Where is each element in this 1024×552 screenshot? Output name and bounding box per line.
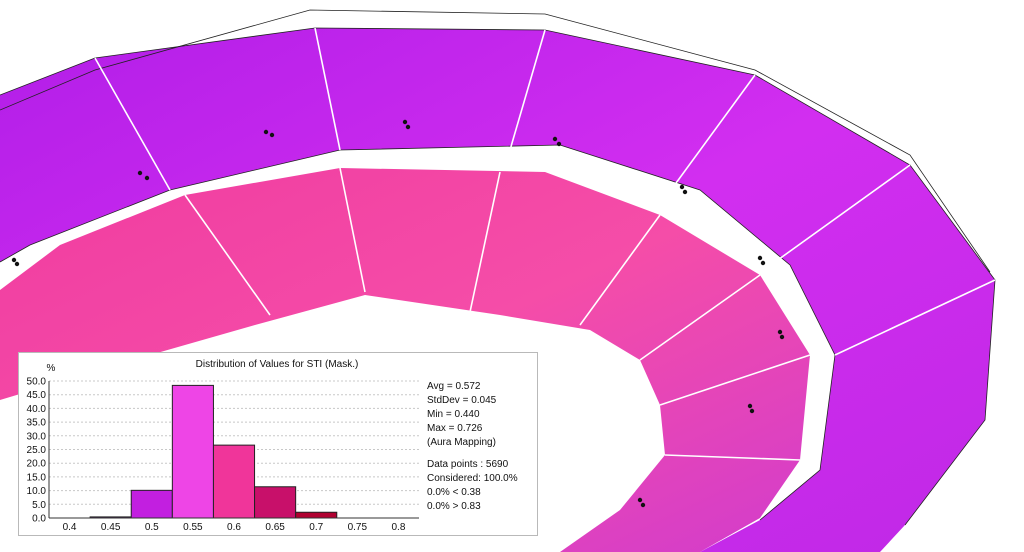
x-tick-label: 0.45 bbox=[101, 522, 121, 533]
stat-max: Max = 0.726 bbox=[427, 423, 483, 434]
histogram-bar bbox=[295, 511, 338, 519]
stat-considered: Considered: 100.0% bbox=[427, 473, 518, 484]
y-axis-label: % bbox=[47, 363, 56, 374]
y-tick-label: 10.0 bbox=[27, 486, 47, 497]
stat-avg: Avg = 0.572 bbox=[427, 381, 481, 392]
stats-block: Avg = 0.572 StdDev = 0.045 Min = 0.440 M… bbox=[427, 381, 518, 512]
histogram-bar bbox=[254, 486, 297, 519]
stat-below: 0.0% < 0.38 bbox=[427, 487, 481, 498]
x-tick-label: 0.4 bbox=[63, 522, 77, 533]
y-tick-label: 25.0 bbox=[27, 445, 47, 456]
x-tick-label: 0.6 bbox=[227, 522, 241, 533]
y-tick-label: 15.0 bbox=[27, 472, 47, 483]
histogram-bar bbox=[212, 444, 256, 519]
x-tick-label: 0.55 bbox=[183, 522, 203, 533]
chart-title: Distribution of Values for STI (Mask.) bbox=[196, 359, 359, 370]
stat-data-points: Data points : 5690 bbox=[427, 459, 509, 470]
inner-ring bbox=[0, 168, 810, 552]
stat-min: Min = 0.440 bbox=[427, 409, 480, 420]
histogram-bar bbox=[130, 489, 173, 519]
y-tick-label: 5.0 bbox=[32, 500, 46, 511]
segment-dividers bbox=[94, 27, 996, 461]
y-tick-label: 35.0 bbox=[27, 418, 47, 429]
histogram-panel: Distribution of Values for STI (Mask.) %… bbox=[18, 352, 538, 536]
sensor-markers bbox=[11, 119, 785, 508]
histogram-bar bbox=[171, 384, 214, 519]
y-tick-label: 40.0 bbox=[27, 404, 47, 415]
stat-above: 0.0% > 0.83 bbox=[427, 501, 481, 512]
y-tick-label: 45.0 bbox=[27, 390, 47, 401]
y-tick-label: 30.0 bbox=[27, 431, 47, 442]
y-tick-label: 20.0 bbox=[27, 459, 47, 470]
outer-ring bbox=[0, 28, 995, 552]
x-tick-label: 0.75 bbox=[348, 522, 368, 533]
x-tick-label: 0.8 bbox=[391, 522, 405, 533]
x-tick-label: 0.5 bbox=[145, 522, 159, 533]
stat-stddev: StdDev = 0.045 bbox=[427, 395, 497, 406]
x-tick-label: 0.65 bbox=[265, 522, 285, 533]
histogram-chart: Distribution of Values for STI (Mask.) %… bbox=[27, 359, 518, 533]
stat-mapping: (Aura Mapping) bbox=[427, 437, 496, 448]
x-tick-label: 0.7 bbox=[309, 522, 323, 533]
y-tick-label: 50.0 bbox=[27, 377, 47, 388]
y-tick-label: 0.0 bbox=[32, 514, 46, 525]
